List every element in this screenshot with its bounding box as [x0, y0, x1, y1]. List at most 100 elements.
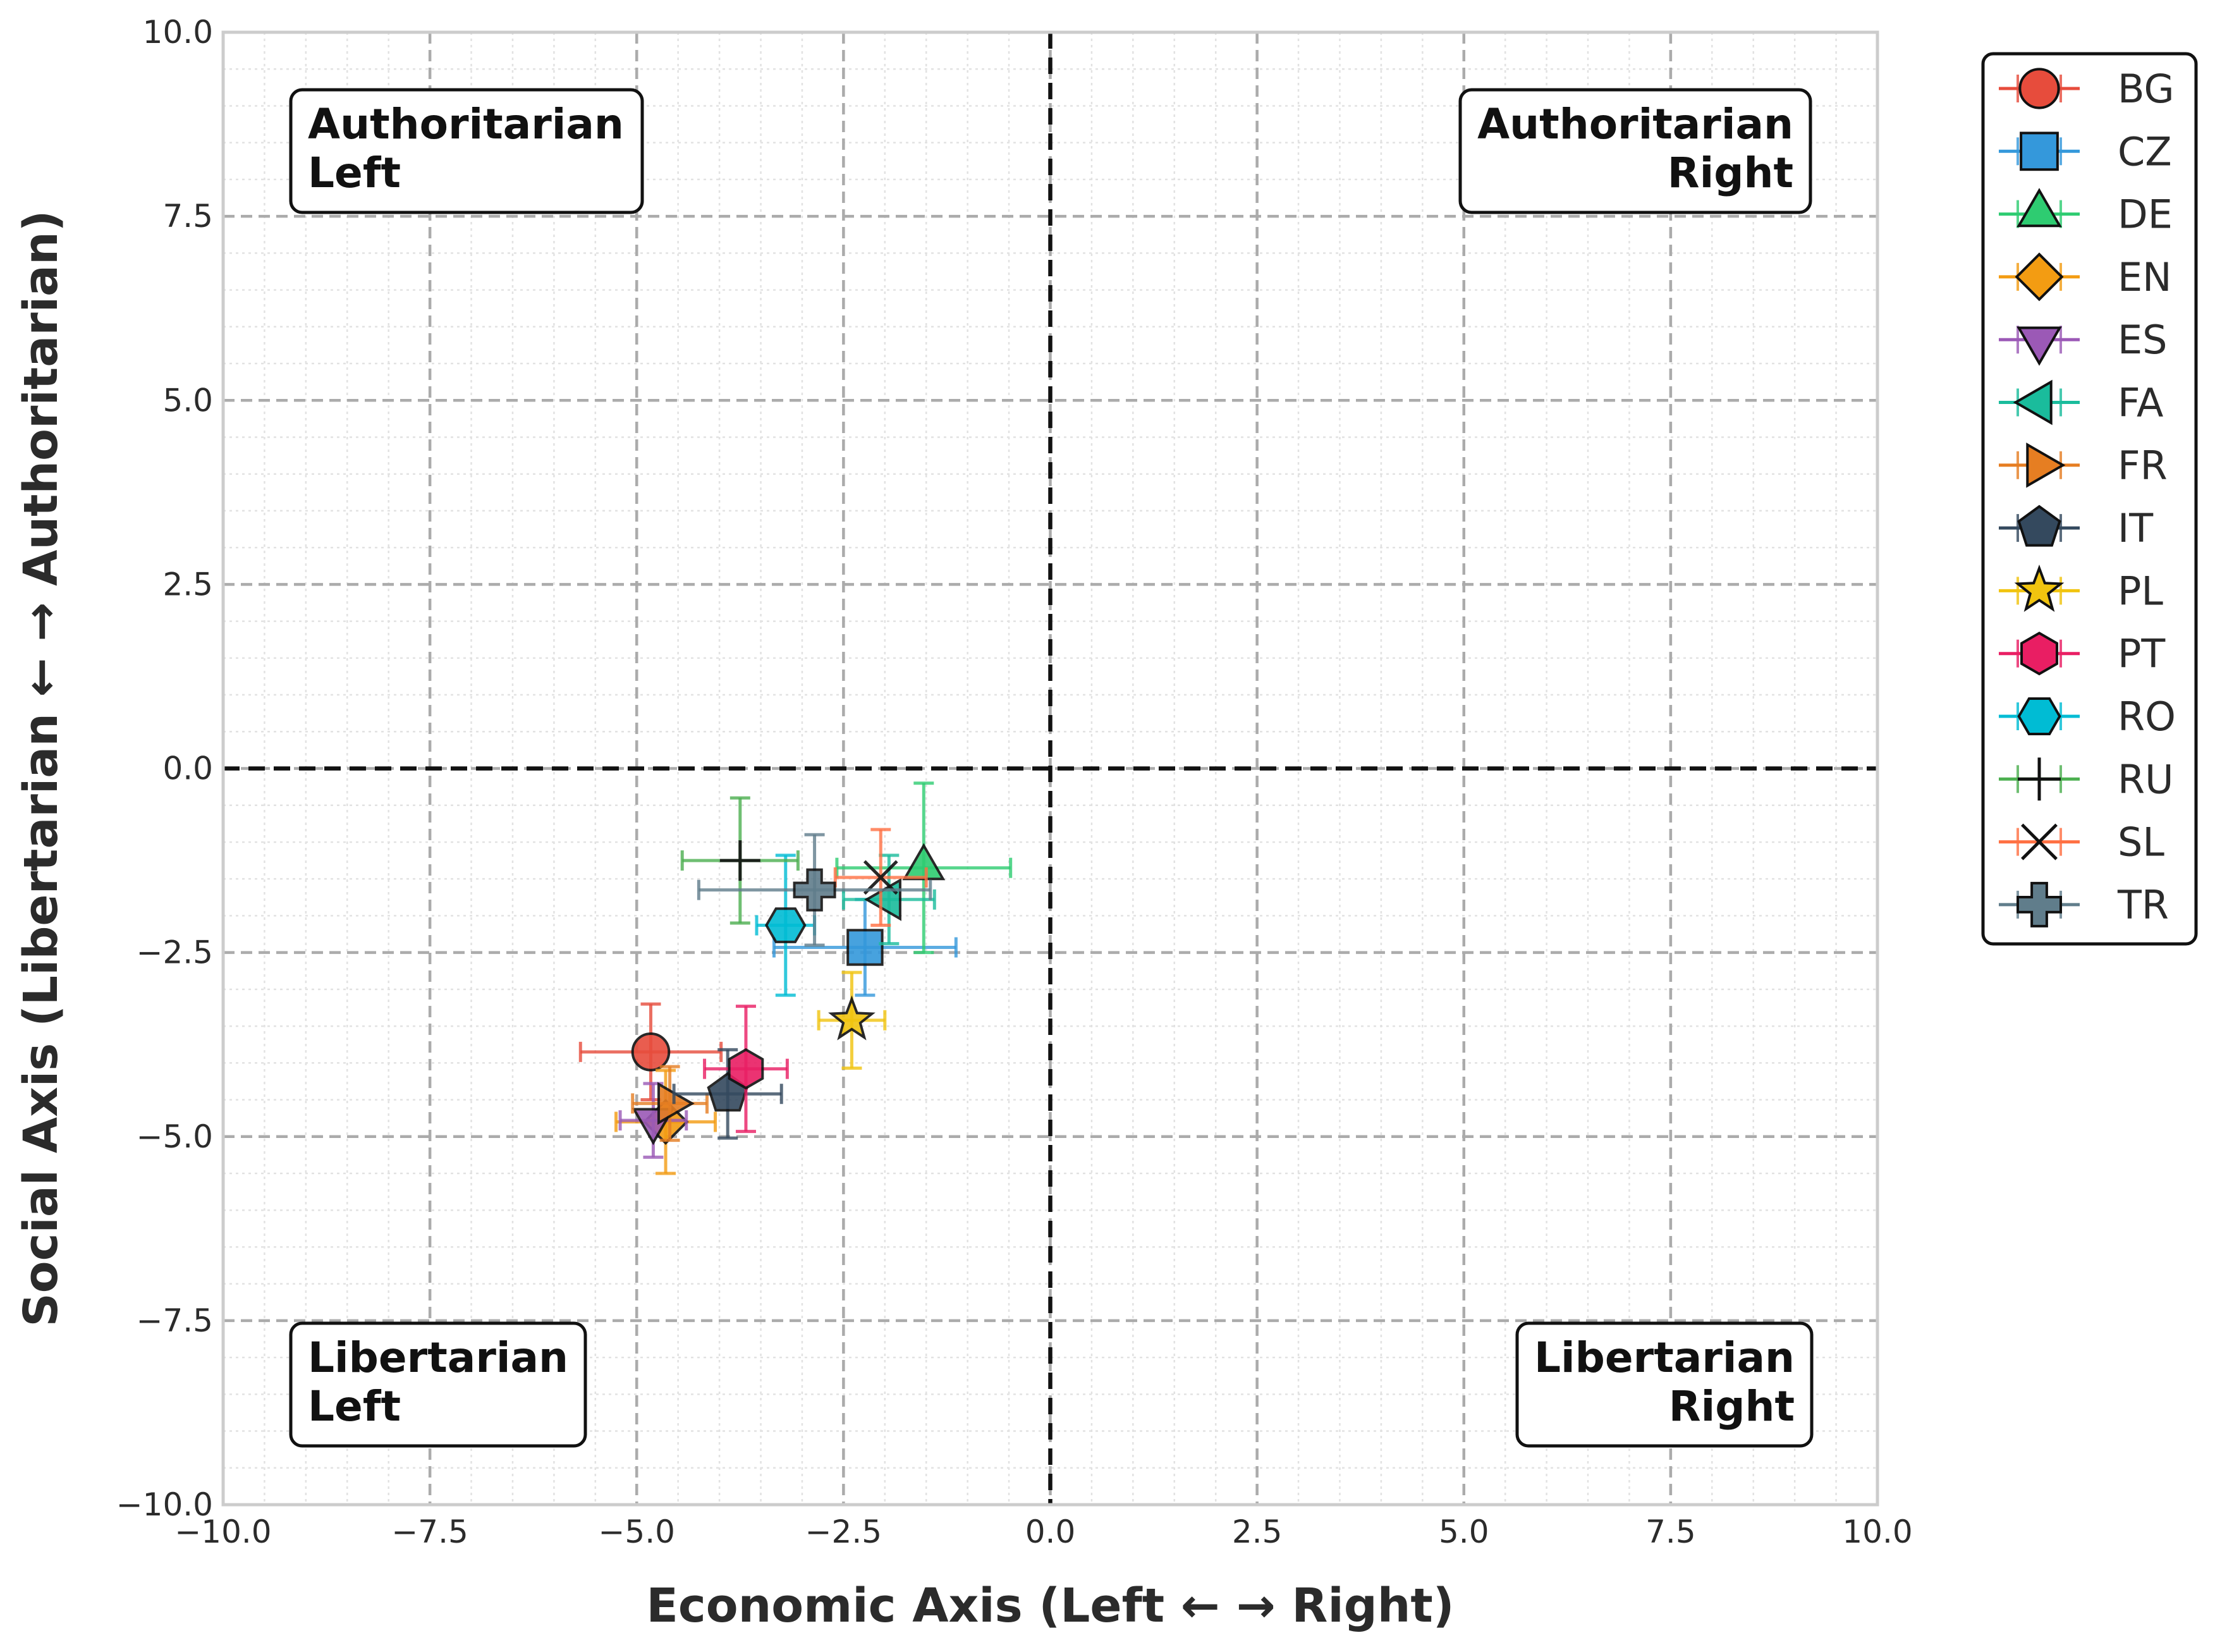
tick-labels: −10.0 −7.5 −5.0 −2.5 0.0 2.5 5.0 7.5 10.0 −10.0 −7…: [116, 14, 1913, 1550]
data-points: [578, 781, 1013, 1175]
point-ru: [680, 796, 800, 925]
marker-hexagon: [728, 1048, 764, 1090]
legend-item-pl[interactable]: PL: [1999, 564, 2163, 614]
legend-marker: [2014, 564, 2065, 612]
x-tick-label: 5.0: [1439, 1514, 1489, 1550]
marker-hexagon: [765, 907, 807, 943]
legend-item-it[interactable]: IT: [1999, 505, 2154, 551]
quadrant-labels: AuthoritarianLeftAuthoritarianRightLiber…: [289, 88, 1814, 1448]
legend-marker: [2018, 68, 2060, 109]
legend-label: IT: [2118, 505, 2154, 551]
y-tick-label: −7.5: [137, 1302, 213, 1339]
legend-item-pt[interactable]: PT: [1999, 631, 2166, 677]
legend-label: FR: [2118, 443, 2168, 489]
zero-lines: [223, 32, 1877, 1505]
y-tick-label: 10.0: [143, 14, 213, 51]
quadrant-label-line: Right: [1669, 1382, 1795, 1431]
legend-item-de[interactable]: DE: [1999, 188, 2173, 238]
legend-item-fa[interactable]: FA: [1999, 380, 2163, 426]
x-tick-label: 2.5: [1232, 1514, 1283, 1550]
plot-frame: [221, 30, 1879, 1507]
legend[interactable]: BG CZ DE EN ES FA FR IT PL PT RO RU SL TR: [1981, 52, 2198, 946]
marker-triangle-left: [2013, 379, 2053, 425]
marker-circle: [2018, 68, 2060, 109]
y-tick-label: 5.0: [162, 382, 213, 419]
marker-square: [2020, 132, 2059, 171]
point-de: [835, 781, 1013, 955]
legend-label: CZ: [2118, 128, 2172, 174]
x-tick-label: 10.0: [1842, 1514, 1912, 1550]
quadrant-label-line: Right: [1668, 149, 1793, 197]
legend-marker: [2017, 505, 2061, 547]
point-tr: [697, 833, 932, 947]
legend-item-es[interactable]: ES: [1999, 317, 2168, 366]
point-marker: [846, 929, 884, 966]
point-es: [618, 1082, 688, 1159]
legend-label: RU: [2118, 756, 2173, 802]
legend-item-bg[interactable]: BG: [1999, 66, 2175, 112]
quadrant-box: [1515, 1321, 1814, 1448]
point-marker: [719, 840, 760, 881]
legend-item-cz[interactable]: CZ: [1999, 128, 2172, 174]
legend-marker: [2017, 326, 2062, 366]
legend-marker: [2017, 697, 2061, 735]
quadrant-label-line: Authoritarian: [1477, 100, 1793, 149]
legend-label: PT: [2118, 631, 2166, 677]
point-it: [672, 1048, 783, 1140]
legend-marker: [2017, 188, 2062, 228]
legend-label: ES: [2118, 317, 2168, 363]
point-pl: [817, 970, 887, 1070]
legend-label: EN: [2118, 254, 2172, 300]
point-marker: [728, 1048, 764, 1090]
legend-label: BG: [2118, 66, 2175, 112]
legend-marker: [2015, 252, 2064, 302]
legend-label: DE: [2118, 192, 2173, 238]
point-marker: [765, 907, 807, 943]
marker-plus-filled: [793, 868, 836, 912]
legend-marker: [2026, 442, 2066, 488]
y-tick-label: 7.5: [162, 198, 213, 235]
legend-item-tr[interactable]: TR: [1999, 881, 2169, 928]
legend-marker: [2018, 757, 2061, 801]
marker-star: [2014, 564, 2065, 612]
point-marker: [828, 995, 876, 1041]
legend-marker: [2021, 823, 2058, 860]
y-tick-label: −5.0: [137, 1118, 213, 1155]
marker-triangle-right: [2026, 442, 2066, 488]
point-pt: [703, 1005, 789, 1134]
quadrant-box: [289, 1321, 587, 1448]
legend-label: RO: [2118, 694, 2176, 740]
quadrant-label-line: Left: [308, 149, 401, 197]
point-marker: [793, 868, 836, 912]
marker-circle: [631, 1032, 671, 1072]
legend-item-fr[interactable]: FR: [1999, 443, 2168, 489]
legend-marker: [2020, 632, 2058, 676]
legend-item-en[interactable]: EN: [1999, 252, 2172, 302]
x-axis-label: Economic Axis (Left ← → Right): [646, 1579, 1454, 1633]
legend-item-ru[interactable]: RU: [1999, 756, 2173, 802]
legend-label: TR: [2117, 882, 2169, 928]
marker-square: [846, 929, 884, 966]
marker-x-b: [863, 860, 898, 895]
quadrant-box: [1458, 88, 1812, 214]
x-tick-label: −5.0: [599, 1514, 675, 1550]
quadrant-label-line: Left: [308, 1382, 401, 1431]
marker-x-b: [2021, 823, 2058, 860]
marker-diamond: [2015, 252, 2064, 302]
y-tick-label: 2.5: [162, 566, 213, 603]
legend-label: PL: [2118, 568, 2163, 614]
legend-item-ro[interactable]: RO: [1999, 694, 2176, 740]
quadrant-label-line: Libertarian: [1534, 1333, 1795, 1382]
marker-hexagon: [2020, 632, 2058, 676]
legend-label: FA: [2118, 380, 2163, 426]
x-tick-label: −2.5: [805, 1514, 882, 1550]
legend-item-sl[interactable]: SL: [1999, 819, 2164, 866]
y-tick-label: −10.0: [116, 1486, 213, 1523]
y-tick-label: −2.5: [137, 934, 213, 971]
marker-plus-filled: [2017, 881, 2062, 927]
